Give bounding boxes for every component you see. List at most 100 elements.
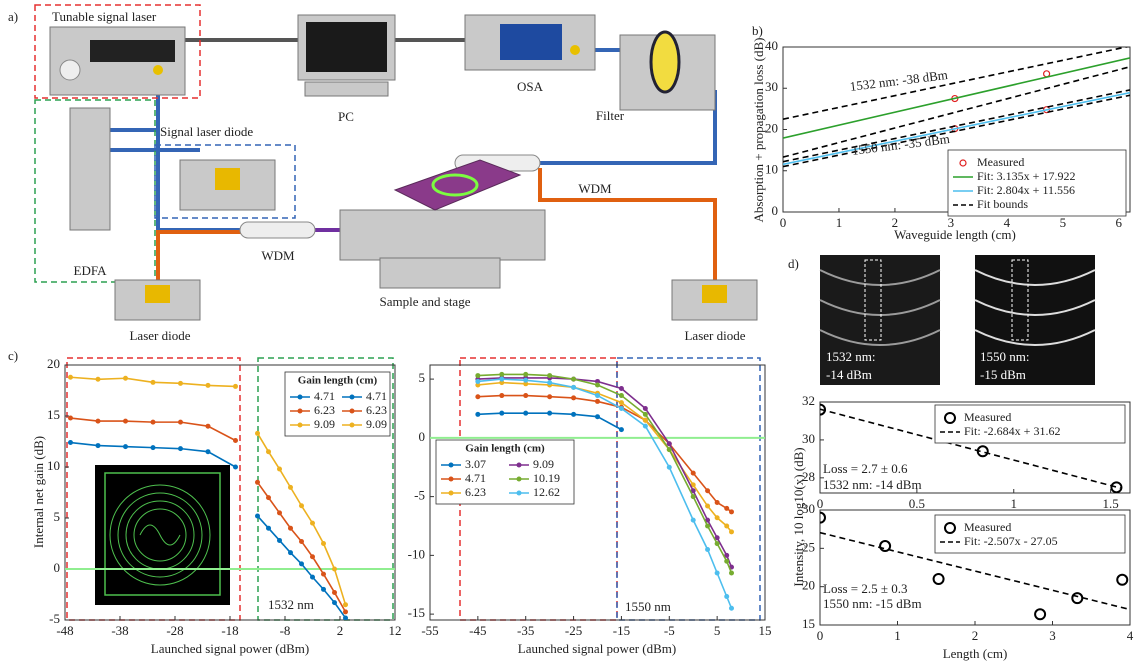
stage	[340, 210, 545, 260]
legend-marker	[350, 409, 355, 414]
y-tick-label: 20	[47, 356, 60, 371]
marker	[715, 515, 720, 520]
legend-label: Fit bounds	[977, 197, 1028, 211]
device-label: PC	[338, 109, 354, 124]
image-label: -15 dBm	[980, 367, 1026, 382]
device-label: OSA	[517, 79, 544, 94]
marker	[178, 446, 183, 451]
device-label: Sample and stage	[380, 294, 471, 309]
marker	[705, 504, 710, 509]
marker	[729, 570, 734, 575]
x-tick-label: 3	[1049, 628, 1056, 643]
marker	[343, 609, 348, 614]
x-tick-label: -45	[469, 623, 486, 638]
device-label: Laser diode	[684, 328, 745, 343]
plot-area	[783, 46, 1130, 166]
x-tick-label: 1	[1011, 496, 1018, 511]
marker	[299, 539, 304, 544]
marker	[96, 377, 101, 382]
marker	[475, 373, 480, 378]
marker	[255, 431, 260, 436]
marker	[595, 399, 600, 404]
device-label: WDM	[578, 181, 612, 196]
marker	[343, 602, 348, 607]
legend-label: 10.19	[533, 471, 560, 485]
annotation: 1550 nm: -15 dBm	[823, 596, 922, 611]
marker	[255, 480, 260, 485]
x-tick-label: 2	[337, 623, 344, 638]
y-tick-label: 15	[47, 407, 60, 422]
marker	[724, 559, 729, 564]
marker	[299, 503, 304, 508]
marker	[266, 526, 271, 531]
filter-lens	[651, 32, 679, 92]
annotation: Loss = 2.5 ± 0.3	[823, 581, 908, 596]
marker	[343, 615, 348, 620]
marker	[667, 465, 672, 470]
y-tick-label: 25	[802, 539, 815, 554]
marker	[266, 495, 271, 500]
marker	[68, 440, 73, 445]
y-tick-label: 0	[772, 203, 779, 218]
marker	[123, 376, 128, 381]
figure: Tunable signal laser PC OSA Filter Signa…	[0, 0, 1137, 664]
x-axis-label: Length (cm)	[943, 646, 1008, 661]
legend-marker	[298, 423, 303, 428]
y-tick-label: 10	[47, 458, 60, 473]
marker	[571, 377, 576, 382]
marker	[277, 467, 282, 472]
device-label: Laser diode	[129, 328, 190, 343]
y-tick-label: 15	[802, 616, 815, 631]
marker	[691, 518, 696, 523]
chart: 0123456010203040Waveguide length (cm)Abs…	[751, 38, 1130, 242]
x-tick-label: 5	[714, 623, 721, 638]
y-tick-label: 30	[765, 79, 778, 94]
legend-label: 12.62	[533, 485, 560, 499]
pc-base	[305, 82, 388, 96]
marker	[310, 554, 315, 559]
marker	[705, 523, 710, 528]
x-tick-label: -25	[565, 623, 582, 638]
x-tick-label: 6	[1116, 215, 1123, 230]
y-tick-label: 32	[802, 393, 815, 408]
legend-title: Gain length (cm)	[465, 443, 545, 455]
marker	[715, 541, 720, 546]
legend: Gain length (cm)3.074.716.239.0910.1912.…	[436, 440, 574, 504]
legend-label: 4.71	[314, 389, 335, 403]
sample-chip	[395, 160, 520, 210]
marker	[233, 465, 238, 470]
x-tick-label: 5	[1060, 215, 1067, 230]
camera-images: 1532 nm: -14 dBm 1550 nm: -15 dBm	[820, 255, 1095, 385]
x-tick-label: 12	[389, 623, 402, 638]
marker	[310, 575, 315, 580]
x-tick-label: 1.5	[1103, 496, 1119, 511]
marker	[299, 561, 304, 566]
marker	[547, 380, 552, 385]
marker	[643, 418, 648, 423]
marker	[595, 393, 600, 398]
marker	[206, 424, 211, 429]
marker	[1072, 593, 1082, 603]
marker	[729, 509, 734, 514]
marker	[321, 572, 326, 577]
legend-label: 4.71	[366, 389, 387, 403]
x-tick-label: 0	[817, 496, 824, 511]
x-tick-label: 4	[1127, 628, 1134, 643]
y-tick-label: 0	[54, 560, 61, 575]
legend-marker	[517, 477, 522, 482]
marker	[277, 538, 282, 543]
marker	[667, 447, 672, 452]
y-tick-label: 20	[802, 578, 815, 593]
legend-label: Fit: -2.507x - 27.05	[964, 534, 1058, 548]
annotation: Loss = 2.7 ± 0.6	[823, 461, 908, 476]
marker	[715, 500, 720, 505]
marker	[123, 419, 128, 424]
legend: MeasuredFit: -2.507x - 27.05	[935, 515, 1125, 553]
marker	[571, 412, 576, 417]
device-label: EDFA	[74, 263, 108, 278]
marker	[332, 567, 337, 572]
marker	[691, 471, 696, 476]
device-label: Signal laser diode	[160, 124, 253, 139]
marker	[619, 406, 624, 411]
marker	[499, 372, 504, 377]
